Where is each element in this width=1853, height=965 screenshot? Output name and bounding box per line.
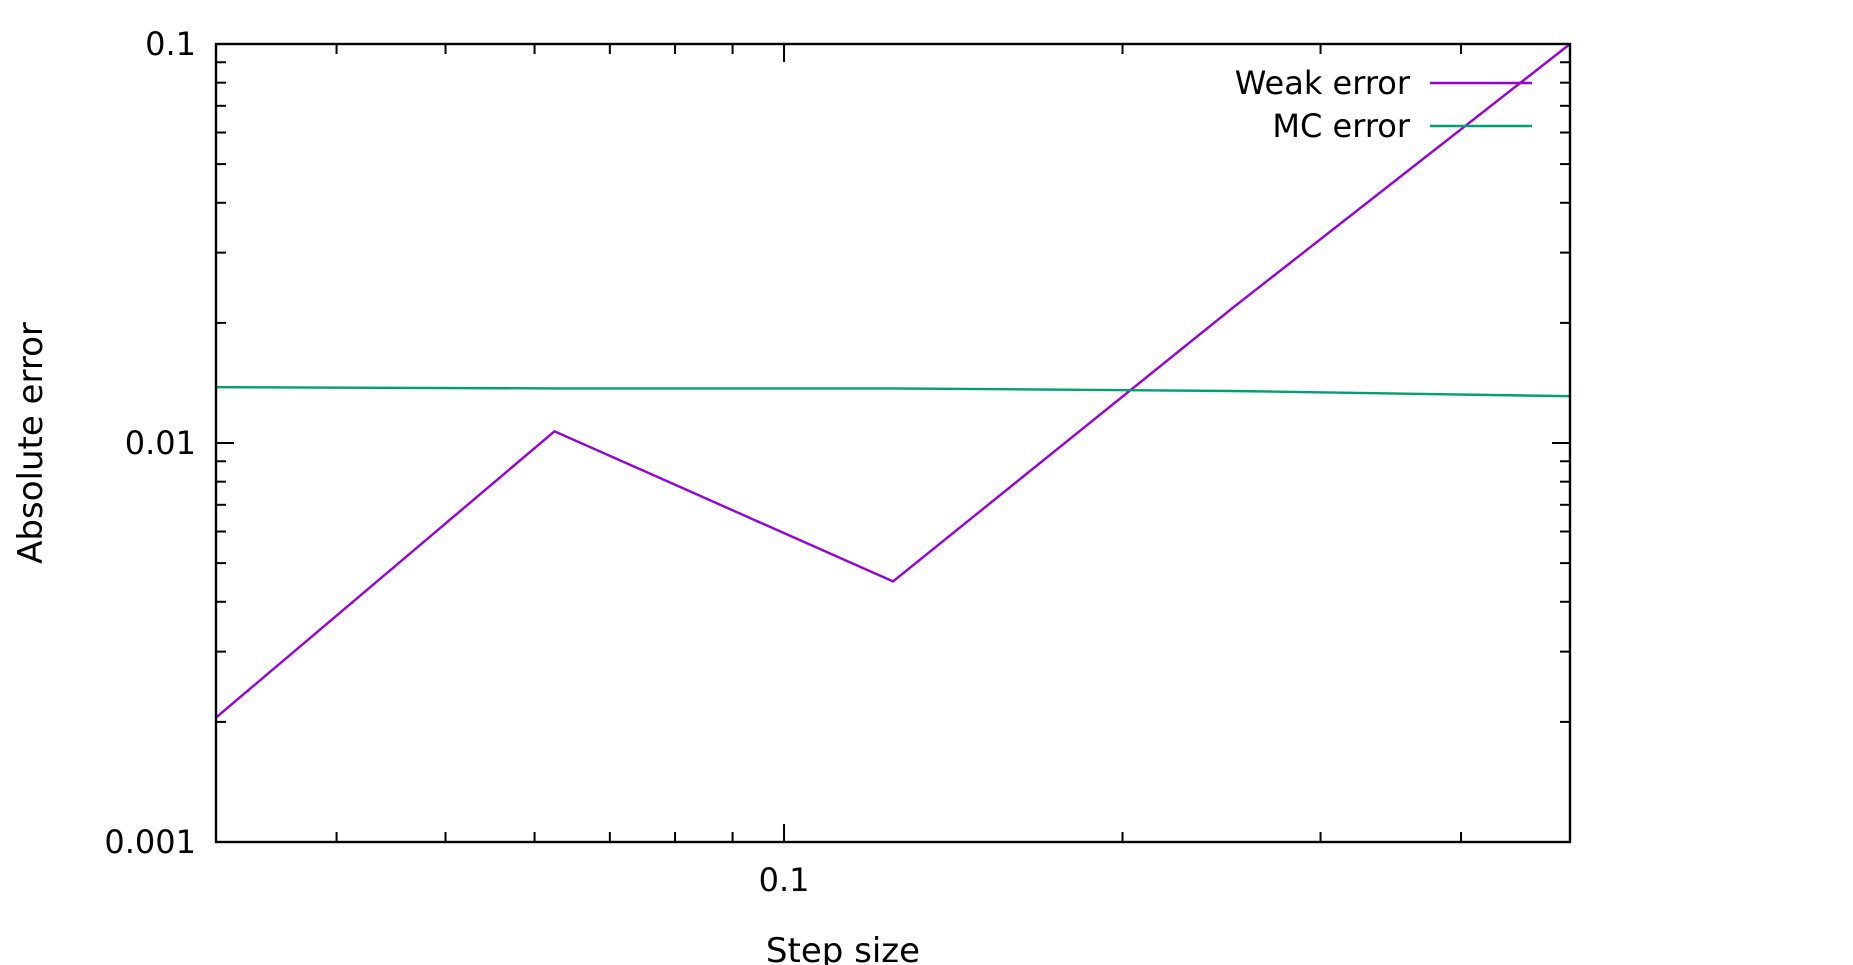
series-line-weak-error <box>215 43 1571 719</box>
axis-ticks <box>216 43 1571 843</box>
y-tick-label: 0.1 <box>145 25 196 63</box>
y-tick-label: 0.001 <box>104 823 196 861</box>
legend-label-weak-error: Weak error <box>1235 64 1411 102</box>
legend-label-mc-error: MC error <box>1272 107 1410 145</box>
tick-labels: 0.001 0.01 0.1 0.1 <box>104 25 809 899</box>
x-axis-label: Step size <box>766 931 920 965</box>
series-lines <box>215 43 1571 719</box>
y-tick-label: 0.01 <box>125 424 196 462</box>
plot-frame <box>214 42 1572 844</box>
series-line-mc-error <box>215 386 1571 398</box>
y-axis-label: Absolute error <box>11 322 51 564</box>
legend: Weak error MC error <box>1235 64 1532 145</box>
x-tick-label: 0.1 <box>759 861 810 899</box>
